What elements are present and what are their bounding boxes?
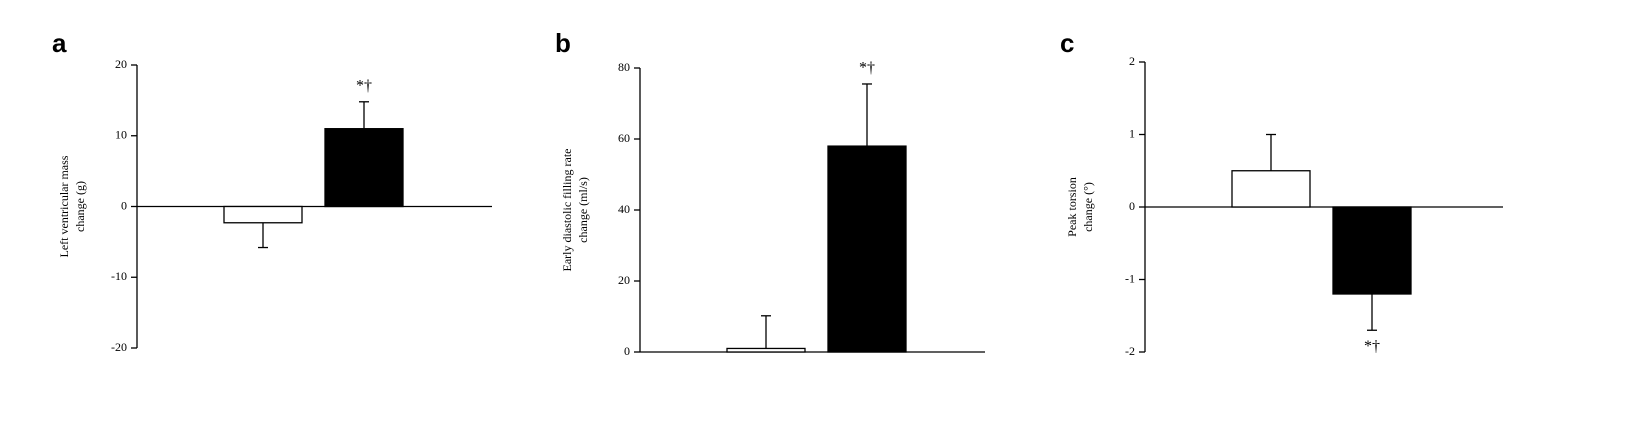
bar (1231, 170, 1311, 208)
bar (726, 347, 806, 353)
y-tick-label: 0 (121, 198, 127, 212)
y-tick-label: -1 (1125, 271, 1135, 285)
y-tick-label: 40 (618, 202, 630, 216)
y-axis-label: change (°) (1081, 182, 1095, 232)
panel-letter: b (555, 28, 571, 58)
panel: b Early diastolic filling rate change (ml/… (555, 28, 985, 358)
y-axis-label: Left ventricular mass (57, 155, 71, 257)
y-tick-label: 0 (1129, 199, 1135, 213)
y-tick-label: 2 (1129, 54, 1135, 68)
y-axis-label: Early diastolic filling rate (560, 149, 574, 272)
y-tick-label: -10 (111, 269, 127, 283)
panel: c Peak torsion change (°) -2 -1 0 1 2 *† (1060, 28, 1503, 358)
y-axis-label: change (ml/s) (576, 177, 590, 243)
panel: a Left ventricular mass change (g) -20 -10 0 1… (52, 28, 492, 354)
y-tick-label: -2 (1125, 344, 1135, 358)
y-tick-label: 20 (115, 57, 127, 71)
bar (223, 205, 303, 224)
y-tick-label: 60 (618, 131, 630, 145)
y-axis-label: change (g) (73, 181, 87, 232)
annotation: *† (859, 60, 875, 77)
bar (324, 128, 404, 208)
y-tick-label: 20 (618, 273, 630, 287)
y-tick-label: 1 (1129, 126, 1135, 140)
annotation: *† (1364, 338, 1380, 355)
panel-letter: a (52, 28, 67, 58)
y-tick-label: 10 (115, 128, 127, 142)
y-tick-label: 0 (624, 344, 630, 358)
y-tick-label: 80 (618, 60, 630, 74)
annotation: *† (356, 77, 372, 94)
bar (1332, 206, 1412, 295)
y-tick-label: -20 (111, 340, 127, 354)
y-axis-label: Peak torsion (1065, 177, 1079, 237)
bar (827, 145, 907, 353)
panel-letter: c (1060, 28, 1074, 58)
